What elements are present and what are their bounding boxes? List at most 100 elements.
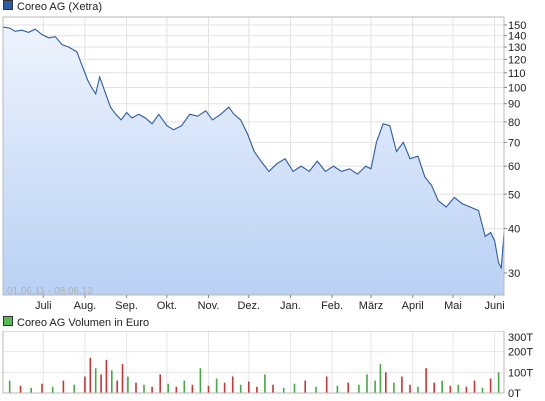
volume-bar	[19, 385, 22, 393]
price-x-tick-label: April	[402, 300, 424, 312]
volume-bar	[94, 368, 97, 393]
volume-legend-swatch	[3, 316, 13, 326]
volume-bar	[282, 387, 285, 393]
price-y-tick-label: 30	[508, 268, 520, 280]
volume-bar	[293, 383, 296, 393]
price-y-tick-label: 100	[508, 82, 526, 94]
price-legend: Coreo AG (Xetra)	[3, 0, 102, 14]
volume-grid	[3, 331, 504, 394]
volume-bar	[30, 387, 32, 393]
volume-bar	[199, 368, 202, 393]
price-area	[3, 27, 504, 295]
volume-bar	[191, 384, 194, 393]
volume-bar	[51, 386, 54, 393]
volume-bar	[127, 376, 129, 393]
date-range-label: 01.06.11 - 08.06.12	[7, 286, 93, 297]
price-legend-swatch	[3, 0, 13, 10]
volume-bar	[379, 364, 382, 393]
volume-bar	[336, 385, 339, 393]
volume-bar	[73, 384, 75, 393]
volume-bar	[100, 374, 102, 393]
volume-y-tick-label: 0T	[508, 388, 521, 400]
volume-bar	[89, 357, 92, 393]
volume-bar	[215, 378, 218, 393]
volume-bar	[393, 382, 395, 393]
volume-bar	[433, 382, 435, 393]
price-x-tick-label: Okt.	[157, 300, 177, 312]
price-x-tick-label: Sep.	[115, 300, 138, 312]
volume-chart: 0T 100T 200T 300T	[2, 331, 533, 400]
price-plot-border	[2, 16, 505, 296]
volume-legend-label: Coreo AG Volumen in Euro	[17, 317, 150, 329]
volume-bar	[489, 378, 492, 393]
volume-bar	[239, 384, 242, 393]
price-x-tick-label: Feb.	[321, 300, 343, 312]
volume-bar	[183, 380, 186, 393]
volume-y-tick-label: 100T	[508, 367, 533, 379]
price-y-tick-label: 70	[508, 137, 520, 149]
volume-bar	[84, 376, 86, 393]
volume-y-tick-label: 300T	[508, 332, 533, 344]
price-y-tick-label: 60	[508, 161, 520, 173]
volume-bar	[223, 382, 226, 393]
volume-bar	[272, 384, 274, 393]
price-y-tick-label: 80	[508, 117, 520, 129]
volume-bar	[409, 384, 411, 393]
volume-bar	[231, 376, 234, 393]
price-y-tick-label: 130	[508, 42, 526, 54]
volume-bar	[366, 374, 368, 393]
price-line	[2, 26, 505, 270]
volume-legend: Coreo AG Volumen in Euro	[3, 316, 149, 330]
price-x-tick-label: Dez.	[237, 300, 260, 312]
volume-bar	[457, 384, 460, 393]
volume-bar	[62, 380, 65, 393]
volume-bar	[256, 386, 258, 393]
price-y-tick-label: 150	[508, 20, 526, 32]
price-x-axis: Juli Aug. Sep. Okt. Nov. Dez. Jan. Feb. März Apri…	[35, 295, 505, 312]
price-x-tick-label: Nov.	[198, 300, 220, 312]
volume-bar	[151, 386, 153, 393]
volume-bar	[264, 374, 266, 393]
volume-bar	[111, 370, 113, 393]
volume-bar	[175, 386, 178, 393]
volume-bar	[497, 372, 500, 393]
volume-bar	[473, 380, 476, 393]
price-y-tick-label: 50	[508, 189, 520, 201]
price-x-tick-label: Juli	[35, 300, 52, 312]
volume-bar	[315, 386, 317, 393]
volume-bar	[248, 381, 250, 393]
volume-bar	[441, 380, 443, 393]
volume-bar	[358, 384, 360, 393]
volume-bar	[105, 359, 108, 393]
volume-bar	[116, 380, 118, 393]
volume-bar	[417, 386, 419, 393]
price-x-tick-label: Juni	[485, 300, 505, 312]
price-y-tick-label: 110	[508, 68, 526, 80]
volume-bar	[304, 380, 306, 393]
price-legend-label: Coreo AG (Xetra)	[17, 1, 102, 13]
volume-bar	[167, 383, 169, 393]
price-y-tick-label: 140	[508, 31, 526, 43]
volume-bar	[425, 368, 427, 393]
price-x-tick-label: März	[359, 300, 383, 312]
volume-bars	[8, 357, 500, 393]
volume-bar	[401, 376, 403, 393]
volume-bar	[207, 385, 210, 393]
volume-bar	[325, 376, 328, 393]
volume-bar	[8, 380, 11, 393]
price-x-tick-label: Mai	[444, 300, 462, 312]
volume-bar	[449, 385, 452, 393]
volume-bar	[159, 374, 161, 393]
volume-bar	[135, 382, 137, 393]
volume-y-axis: 0T 100T 200T 300T	[508, 332, 533, 400]
price-x-tick-label: Aug.	[74, 300, 97, 312]
volume-bar	[121, 364, 124, 393]
volume-bar	[143, 384, 145, 393]
price-y-tick-label: 40	[508, 224, 520, 236]
volume-bar	[481, 387, 484, 393]
price-x-tick-label: Jan.	[280, 300, 301, 312]
volume-plot-border	[2, 331, 505, 394]
volume-bar	[465, 386, 468, 393]
